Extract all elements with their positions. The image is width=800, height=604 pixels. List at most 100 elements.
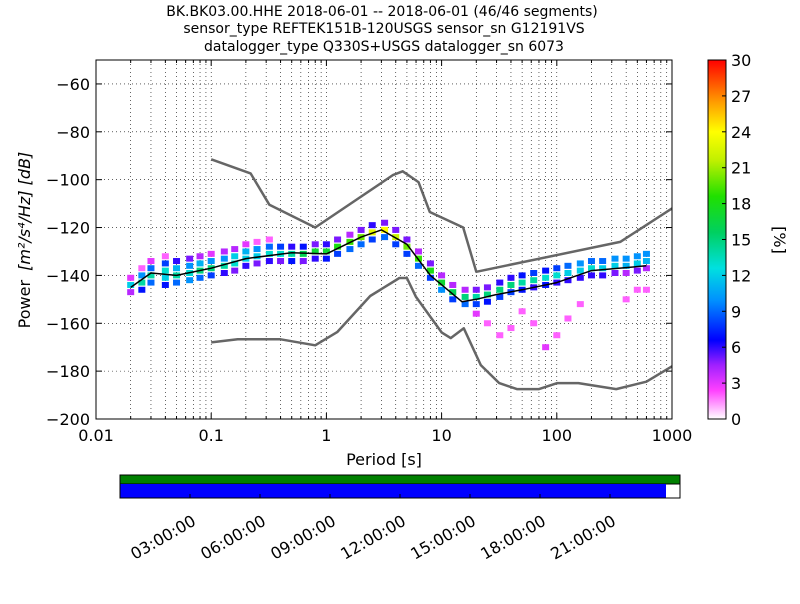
- density-cell: [587, 258, 595, 265]
- density-cell: [299, 250, 307, 257]
- time-tick-group: 03:00:00: [127, 511, 199, 563]
- density-cell: [253, 246, 261, 253]
- y-tick-label: −120: [46, 219, 90, 238]
- density-cell: [496, 293, 504, 300]
- density-cell: [368, 236, 376, 243]
- density-cell: [633, 267, 641, 274]
- density-cell: [576, 301, 584, 308]
- density-cell: [587, 265, 595, 272]
- colorbar-tick-label: 18: [731, 195, 751, 214]
- density-cell: [507, 281, 515, 288]
- density-cell: [196, 274, 204, 281]
- density-cell: [381, 219, 389, 226]
- density-cell: [599, 272, 607, 279]
- time-tick-label: 03:00:00: [127, 511, 199, 563]
- density-cell: [357, 226, 365, 233]
- density-cell: [449, 289, 457, 296]
- density-cell: [483, 291, 491, 298]
- density-cell: [392, 226, 400, 233]
- density-cell: [242, 248, 250, 255]
- density-cell: [507, 325, 515, 332]
- density-cell: [311, 255, 319, 262]
- density-cell: [334, 243, 342, 250]
- density-cell: [161, 267, 169, 274]
- density-cell: [403, 236, 411, 243]
- svg-text:Power [m²/s⁴/Hz] [dB]: Power [m²/s⁴/Hz] [dB]: [15, 152, 34, 329]
- density-cell: [288, 250, 296, 257]
- chart-title: BK.BK03.00.HHE 2018-06-01 -- 2018-06-01 …: [166, 4, 598, 55]
- density-cell: [553, 265, 561, 272]
- colorbar-tick-label: 6: [731, 338, 741, 357]
- density-cell: [311, 248, 319, 255]
- time-tick-group: 06:00:00: [197, 511, 269, 563]
- y-axis-label-text: Power: [15, 280, 34, 329]
- density-cell: [186, 255, 194, 262]
- density-cell: [564, 277, 572, 284]
- y-tick-label: −180: [46, 362, 90, 381]
- density-cell: [496, 332, 504, 339]
- density-cell: [472, 301, 480, 308]
- density-cell: [381, 226, 389, 233]
- density-cell: [642, 258, 650, 265]
- density-cell: [576, 267, 584, 274]
- nhnm-line: [210, 158, 672, 274]
- colorbar-tick-label: 0: [731, 410, 741, 429]
- density-cell: [186, 277, 194, 284]
- density-cell: [186, 262, 194, 269]
- density-cell: [611, 255, 619, 262]
- x-tick-label: 10: [431, 426, 451, 445]
- coverage-top-strip: [120, 475, 680, 484]
- density-cell: [461, 293, 469, 300]
- density-cell: [253, 260, 261, 267]
- density-cell: [642, 250, 650, 257]
- colorbar-label: [%]: [770, 226, 789, 254]
- colorbar-tick-label: 30: [731, 51, 751, 70]
- density-cell: [138, 272, 146, 279]
- density-cell: [161, 253, 169, 260]
- density-cell: [426, 260, 434, 267]
- title-line-2: sensor_type REFTEK151B-120USGS sensor_sn…: [183, 21, 584, 37]
- density-cell: [288, 243, 296, 250]
- density-cell: [346, 246, 354, 253]
- density-cell: [576, 260, 584, 267]
- density-cell: [449, 296, 457, 303]
- time-tick-label: 12:00:00: [337, 511, 409, 563]
- density-cell: [496, 279, 504, 286]
- time-tick-label: 18:00:00: [477, 511, 549, 563]
- density-cell: [564, 270, 572, 277]
- density-cell: [599, 258, 607, 265]
- density-cell: [277, 243, 285, 250]
- density-cell: [147, 279, 155, 286]
- density-cell: [138, 279, 146, 286]
- density-cell: [472, 310, 480, 317]
- x-tick-label: 1000: [652, 426, 693, 445]
- median-line: [130, 229, 647, 303]
- density-cell: [426, 267, 434, 274]
- density-cell: [299, 258, 307, 265]
- density-cell: [265, 236, 273, 243]
- x-axis-ticks: 0.01 0.1 1 10 100 1000: [78, 60, 692, 445]
- time-tick-label: 21:00:00: [547, 511, 619, 563]
- y-tick-label: −100: [46, 171, 90, 190]
- density-cell: [231, 267, 239, 274]
- density-cell: [346, 231, 354, 238]
- coverage-time-ticks: 03:00:0006:00:0009:00:0012:00:0015:00:00…: [127, 494, 619, 564]
- density-cell: [207, 258, 215, 265]
- density-cell: [242, 241, 250, 248]
- density-cell: [253, 253, 261, 260]
- density-cell: [392, 234, 400, 241]
- y-tick-label: −60: [56, 75, 90, 94]
- density-cell: [542, 267, 550, 274]
- x-tick-label: 100: [542, 426, 573, 445]
- density-cell: [622, 255, 630, 262]
- density-cell: [322, 241, 330, 248]
- y-tick-label: −80: [56, 123, 90, 142]
- density-cell: [483, 298, 491, 305]
- nlnm-line: [211, 276, 672, 391]
- density-cell: [530, 277, 538, 284]
- density-cell: [622, 262, 630, 269]
- y-axis-label: Power [m²/s⁴/Hz] [dB]: [15, 152, 34, 329]
- density-cell: [426, 274, 434, 281]
- density-cell: [242, 262, 250, 269]
- density-cell: [553, 332, 561, 339]
